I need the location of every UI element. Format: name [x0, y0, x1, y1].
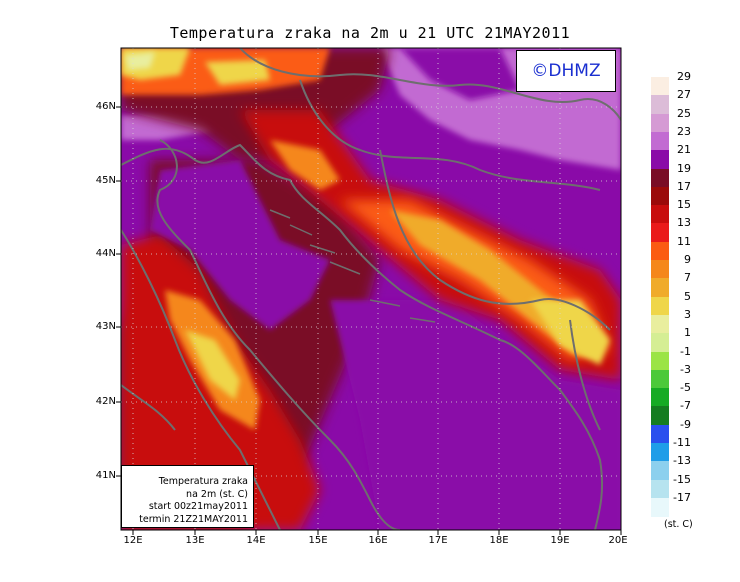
- colorbar-swatch: [651, 351, 669, 371]
- colorbar-unit: (st. C): [664, 519, 693, 530]
- colorbar-label: 1: [684, 326, 691, 340]
- field-9-velebit: [270, 140, 340, 190]
- colorbar-label: -15: [673, 472, 691, 486]
- colorbar-label: 3: [684, 307, 691, 321]
- colorbar-swatch: [651, 369, 669, 389]
- colorbar-label: 9: [684, 253, 691, 266]
- lon-label: 17E: [428, 535, 448, 546]
- colorbar-label: 29: [677, 70, 691, 83]
- colorbar-swatch: [651, 406, 669, 426]
- lon-label: 19E: [550, 535, 570, 546]
- colorbar-swatch: [651, 113, 669, 133]
- field-1-alps: [125, 52, 155, 70]
- field-5-apennines: [185, 330, 240, 400]
- field-21-ionian: [330, 300, 621, 530]
- colorbar-label: 19: [677, 161, 691, 175]
- colorbar-label: 13: [677, 216, 691, 230]
- lat-label: 45N: [95, 175, 116, 186]
- colorbar-swatch: [651, 77, 669, 96]
- lon-label: 14E: [246, 535, 266, 546]
- colorbar-label: 7: [684, 271, 691, 285]
- colorbar-swatch: [651, 223, 669, 243]
- colorbar-label: 17: [677, 179, 691, 193]
- colorbar-label: -9: [680, 417, 691, 431]
- info-line: termin 21Z21MAY2011: [139, 513, 248, 525]
- colorbar-label: -3: [680, 362, 691, 376]
- dhmz-logo: ©DHMZ: [516, 50, 616, 92]
- lon-label: 18E: [489, 535, 509, 546]
- info-box: Temperatura zraka na 2m (st. C) start 00…: [121, 465, 254, 528]
- colorbar-swatch: [651, 168, 669, 188]
- colorbar-label: 21: [677, 143, 691, 157]
- colorbar-label: -17: [673, 490, 691, 504]
- colorbar-swatch: [651, 278, 669, 298]
- colorbar-label: 23: [677, 124, 691, 138]
- field-21-adriatic: [150, 160, 330, 330]
- lat-label: 44N: [95, 248, 116, 259]
- colorbar-label: 15: [677, 198, 691, 212]
- colorbar-swatch: [651, 150, 669, 169]
- lat-label: 46N: [95, 101, 116, 112]
- colorbar-label: -13: [673, 454, 691, 468]
- islands: [269, 209, 436, 323]
- field-5-montenegro: [530, 300, 610, 365]
- colorbar-swatch: [651, 461, 669, 481]
- colorbar-swatch: [651, 95, 669, 115]
- lat-label: 43N: [95, 321, 116, 332]
- map-title: Temperatura zraka na 2m u 21 UTC 21MAY20…: [169, 24, 571, 42]
- lon-label: 16E: [368, 535, 388, 546]
- colorbar-label: -1: [680, 344, 691, 358]
- field-7-alps-center: [205, 60, 270, 85]
- info-line: Temperatura zraka: [158, 476, 248, 487]
- info-line: na 2m (st. C): [186, 488, 248, 500]
- colorbar-label: -7: [680, 399, 691, 413]
- lat-label: 42N: [95, 396, 116, 407]
- coastlines: [121, 48, 621, 530]
- colorbar-swatch: [651, 186, 669, 206]
- lon-label: 20E: [608, 535, 628, 546]
- colorbar-label: 11: [677, 234, 691, 248]
- colorbar-label: -5: [680, 381, 691, 395]
- lon-label: 13E: [185, 535, 205, 546]
- colorbar-label: -11: [673, 436, 691, 449]
- info-line: start 00z21may2011: [148, 501, 248, 512]
- colorbar-swatch: [651, 388, 669, 407]
- colorbar-swatch: [651, 131, 669, 151]
- lon-label: 12E: [123, 535, 143, 546]
- colorbar-swatch: [651, 497, 669, 517]
- colorbar-swatch: [651, 314, 669, 334]
- plot-frame: [120, 47, 622, 531]
- colorbar-label: 25: [677, 106, 691, 120]
- colorbar-swatch: [651, 241, 669, 261]
- colorbar-swatch: [651, 260, 669, 279]
- colorbar-swatch: [651, 424, 669, 444]
- colorbar-swatch: [651, 479, 669, 499]
- lon-label: 15E: [308, 535, 328, 546]
- lat-label: 41N: [95, 470, 116, 481]
- colorbar-swatch: [651, 333, 669, 352]
- colorbar-swatch: [651, 205, 669, 224]
- colorbar-label: 27: [677, 88, 691, 102]
- graticule: [121, 48, 621, 530]
- colorbar-swatch: [651, 296, 669, 316]
- colorbar-label: 5: [684, 289, 691, 303]
- colorbar-swatch: [651, 443, 669, 462]
